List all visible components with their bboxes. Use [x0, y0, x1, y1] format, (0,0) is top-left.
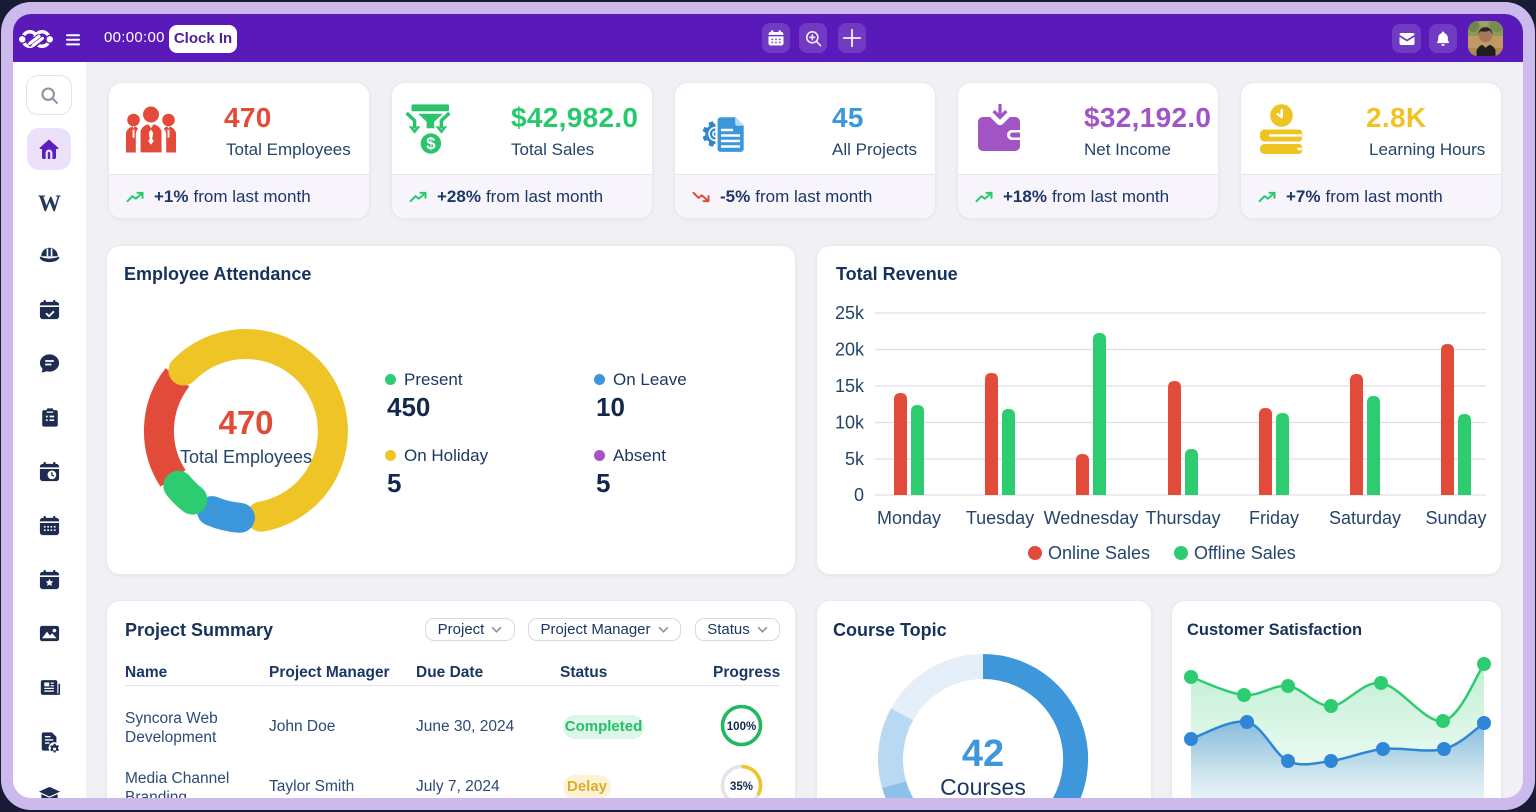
- svg-text:Friday: Friday: [1249, 508, 1299, 528]
- svg-text:Online Sales: Online Sales: [1048, 543, 1150, 563]
- svg-text:Courses: Courses: [940, 774, 1026, 798]
- svg-text:25k: 25k: [835, 303, 865, 323]
- svg-text:Thursday: Thursday: [1145, 508, 1220, 528]
- svg-text:$: $: [426, 134, 436, 153]
- svg-text:5k: 5k: [845, 449, 865, 469]
- svg-text:Offline Sales: Offline Sales: [1194, 543, 1296, 563]
- svg-text:42: 42: [962, 733, 1004, 775]
- svg-text:100%: 100%: [727, 721, 756, 733]
- svg-text:Saturday: Saturday: [1329, 508, 1401, 528]
- svg-text:0: 0: [854, 485, 864, 505]
- svg-text:10k: 10k: [835, 413, 865, 433]
- svg-text:Wednesday: Wednesday: [1044, 508, 1139, 528]
- svg-text:15k: 15k: [835, 376, 865, 396]
- svg-text:20k: 20k: [835, 340, 865, 360]
- svg-text:Sunday: Sunday: [1425, 508, 1486, 528]
- svg-text:Tuesday: Tuesday: [966, 508, 1034, 528]
- svg-text:Monday: Monday: [877, 508, 941, 528]
- svg-text:35%: 35%: [730, 781, 753, 793]
